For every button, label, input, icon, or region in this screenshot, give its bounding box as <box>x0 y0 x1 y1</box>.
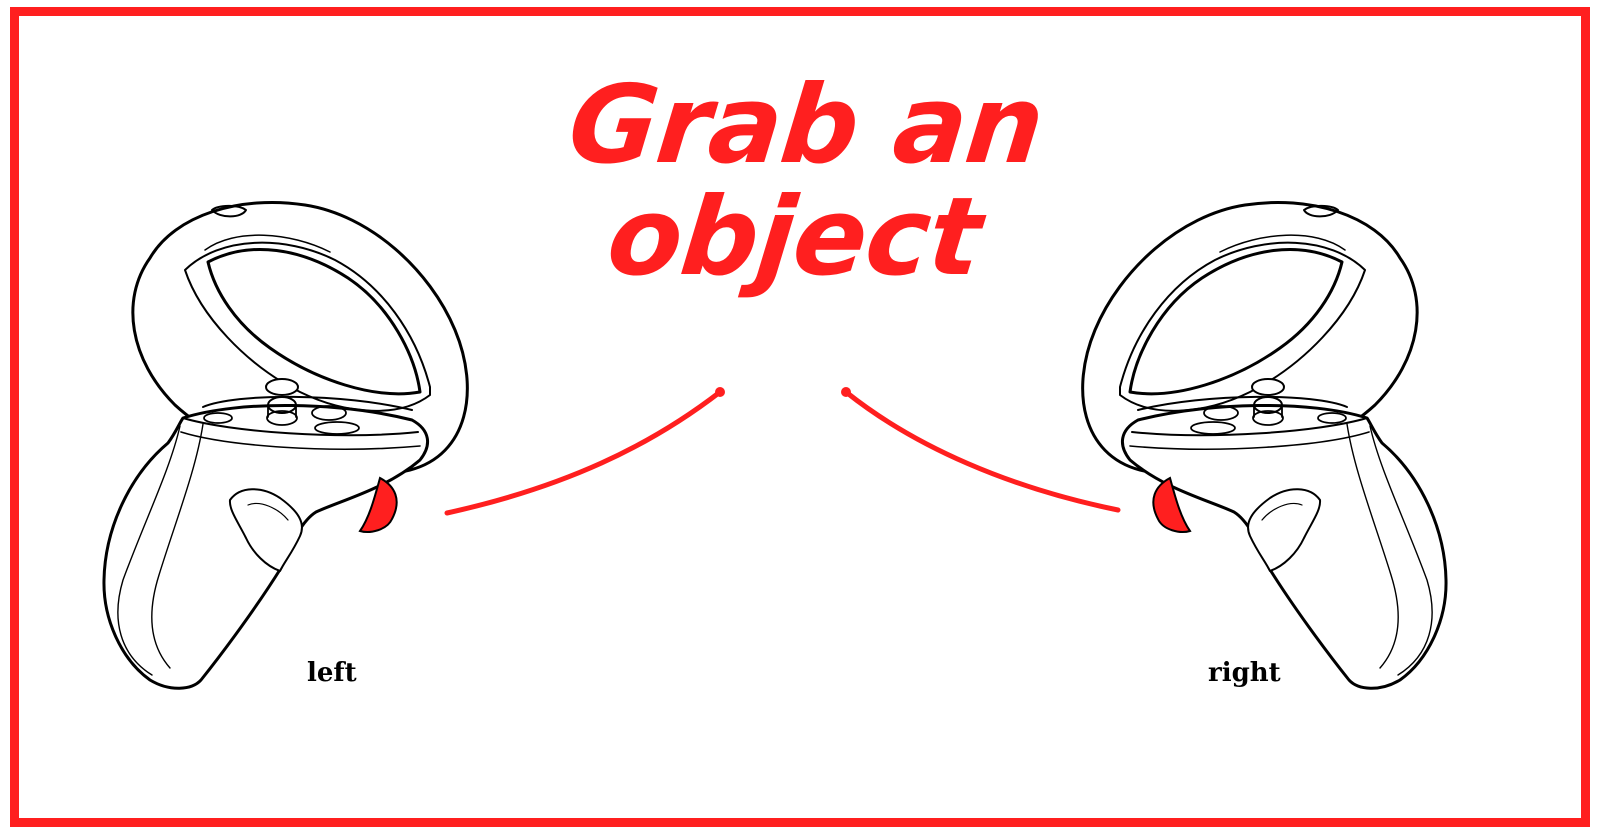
left-callout-line <box>444 389 723 516</box>
left-callout-end <box>715 387 725 397</box>
right-controller-icon <box>1081 201 1448 690</box>
right-callout-start <box>841 387 851 397</box>
diagram-title: Grab an object <box>508 63 1092 300</box>
left-controller-label: left <box>307 658 357 688</box>
left-grip-button-icon <box>358 476 398 533</box>
left-controller-icon <box>102 201 469 690</box>
title-line-2: object <box>601 175 987 300</box>
right-callout-line <box>843 389 1121 513</box>
title-line-1: Grab an <box>563 63 1049 188</box>
right-grip-button-icon <box>1152 476 1192 533</box>
right-controller-label: right <box>1208 658 1281 688</box>
